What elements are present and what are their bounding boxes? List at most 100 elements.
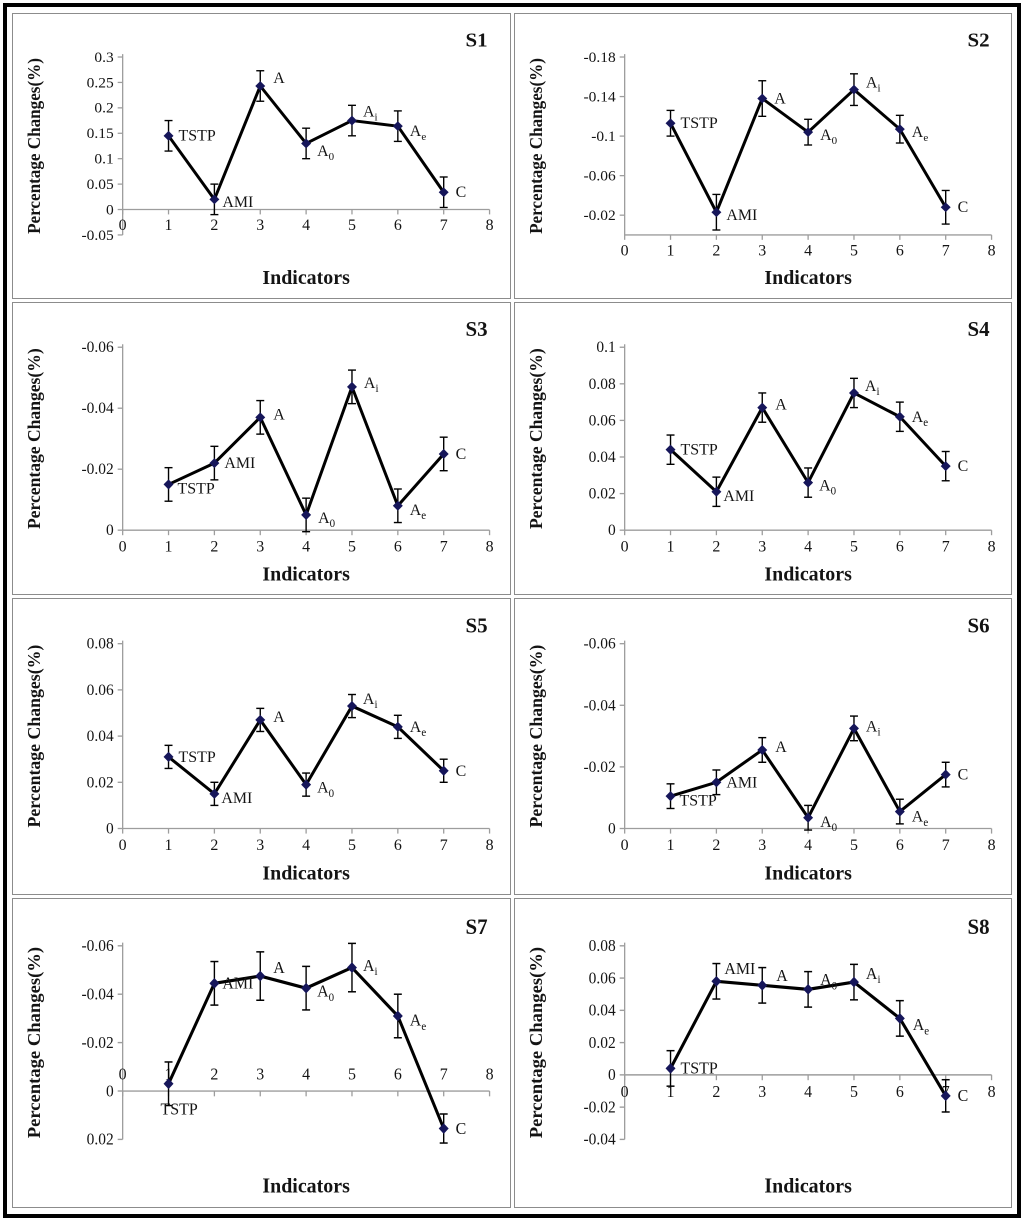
- x-tick-label: 6: [895, 837, 903, 854]
- chart-grid: 0.3 0.25 0.2 0.15 0.1 0.05 0 -0.05 0 1 2 3 4 5 6 7 8 TSTP…: [12, 13, 1012, 1208]
- x-tick-label: 8: [486, 837, 494, 854]
- panel-s3: -0.06 -0.04 -0.02 0 0 1 2 3 4 5 6 7 8 TSTP AMI A A0 Ai Ae C…: [12, 301, 511, 596]
- point-label: A: [273, 70, 285, 87]
- point-label: Ae: [410, 501, 426, 521]
- y-tick-label: 0: [106, 522, 114, 539]
- x-tick-label: 1: [165, 217, 173, 234]
- y-tick-label: 0.08: [588, 375, 615, 392]
- x-tick-label: 3: [758, 243, 766, 260]
- y-tick-label: 0: [607, 820, 615, 837]
- x-tick-label: 7: [941, 538, 949, 555]
- point-label: TSTP: [179, 749, 216, 766]
- point-label: A: [775, 396, 787, 413]
- point-label: C: [957, 199, 968, 216]
- y-tick-label: -0.06: [583, 168, 616, 185]
- axis-title-x: Indicators: [764, 267, 852, 289]
- y-tick-label: 0.1: [596, 339, 615, 356]
- y-tick-label: 0: [607, 522, 615, 539]
- axis-title-x: Indicators: [262, 1175, 349, 1198]
- point-label: AMI: [222, 973, 253, 993]
- point-label: A: [775, 739, 787, 756]
- chart-s5: 0.08 0.06 0.04 0.02 00 1 2 3 4 5 6 7 8 TSTP AMI A A0 Ai Ae…: [24, 613, 494, 884]
- data-point-marker: [756, 979, 767, 991]
- data-point-marker: [163, 478, 174, 489]
- point-label: Ae: [912, 1014, 928, 1037]
- point-label: Ae: [911, 809, 927, 829]
- point-label: A0: [820, 127, 838, 147]
- chart-s2: -0.18 -0.14 -0.1 -0.06 -0.02 0 1 2 3 4 5 6 7 8 TSTP AMI…: [526, 29, 995, 289]
- x-tick-label: 8: [486, 217, 494, 234]
- x-tick-label: 7: [440, 538, 448, 555]
- y-tick-label: -0.04: [583, 697, 615, 714]
- data-point-marker: [255, 714, 266, 726]
- x-tick-label: 3: [758, 538, 766, 555]
- data-point-marker: [438, 1122, 449, 1134]
- data-point-marker: [710, 975, 721, 987]
- point-label: AMI: [723, 487, 754, 504]
- y-tick-label: -0.02: [583, 759, 615, 776]
- x-tick-label: 8: [486, 538, 494, 555]
- x-tick-label: 4: [804, 243, 812, 260]
- x-tick-label: 1: [165, 538, 173, 555]
- y-tick-label: 0.02: [588, 485, 615, 502]
- data-point-marker: [301, 779, 312, 790]
- x-tick-label: 1: [666, 837, 674, 854]
- data-point-marker: [848, 387, 859, 398]
- y-tick-label: 0.02: [87, 774, 114, 791]
- y-tick-label: 0.08: [87, 636, 114, 653]
- point-label: A0: [820, 814, 837, 834]
- point-label: TSTP: [161, 1099, 198, 1119]
- panel-s8: 0.080.060.040.020-0.02-0.04012345678TSTP…: [513, 897, 1012, 1208]
- y-tick-label: 0.15: [87, 125, 114, 142]
- y-tick-label: -0.02: [583, 207, 615, 224]
- x-tick-label: 2: [712, 837, 720, 854]
- panel-s6: -0.06 -0.04 -0.02 0 0 1 2 3 4 5 6 7 8 TSTP AMI A A0 Ai Ae C…: [513, 598, 1012, 895]
- x-tick-label: 1: [165, 837, 173, 854]
- x-tick-label: 8: [987, 837, 995, 854]
- y-tick-label: -0.06: [82, 339, 114, 356]
- x-tick-label: 7: [941, 837, 949, 854]
- x-tick-label: 0: [119, 1063, 127, 1083]
- point-label: Ae: [410, 1010, 426, 1033]
- x-tick-label: 8: [987, 1081, 995, 1101]
- x-tick-label: 2: [210, 217, 218, 234]
- x-tick-label: 0: [119, 538, 127, 555]
- x-tick-label: 0: [119, 837, 127, 854]
- x-tick-label: 4: [302, 1063, 310, 1083]
- axis-title-y: Percentage Changes(%): [24, 645, 44, 828]
- point-label: Ai: [865, 75, 880, 95]
- y-tick-label: 0.25: [87, 74, 114, 91]
- panel-title: S5: [465, 613, 487, 637]
- axis-title-y: Percentage Changes(%): [24, 348, 44, 529]
- point-label: AMI: [726, 207, 757, 224]
- point-label: A0: [317, 981, 334, 1004]
- point-label: TSTP: [680, 115, 717, 132]
- point-label: C: [456, 184, 467, 201]
- y-tick-label: 0: [106, 1082, 114, 1100]
- point-label: AMI: [724, 958, 755, 978]
- x-tick-label: 4: [804, 837, 812, 854]
- figure-frame: 0.3 0.25 0.2 0.15 0.1 0.05 0 -0.05 0 1 2 3 4 5 6 7 8 TSTP…: [3, 3, 1021, 1218]
- x-tick-label: 8: [987, 538, 995, 555]
- chart-s4: 0.1 0.08 0.06 0.04 0.02 00 1 2 3 4 5 6 7 8 TSTP AMI A A0 A…: [525, 317, 995, 585]
- point-label: Ae: [911, 124, 928, 144]
- y-tick-label: -0.05: [82, 227, 115, 244]
- data-point-marker: [163, 130, 174, 141]
- point-label: Ai: [364, 374, 379, 394]
- x-tick-label: 5: [849, 1081, 857, 1101]
- point-label: A0: [820, 969, 837, 992]
- panel-s1: 0.3 0.25 0.2 0.15 0.1 0.05 0 -0.05 0 1 2 3 4 5 6 7 8 TSTP…: [12, 13, 511, 299]
- x-tick-label: 7: [440, 1063, 448, 1083]
- data-point-marker: [163, 751, 174, 762]
- data-point-marker: [209, 788, 220, 799]
- point-label: A: [774, 91, 786, 108]
- point-label: A: [776, 965, 788, 985]
- y-tick-label: 0.2: [94, 100, 113, 117]
- point-label: C: [957, 767, 968, 784]
- x-tick-label: 5: [348, 538, 356, 555]
- x-tick-label: 2: [712, 538, 720, 555]
- data-point-marker: [209, 977, 220, 989]
- x-tick-label: 1: [666, 538, 674, 555]
- data-point-marker: [346, 115, 357, 126]
- x-tick-label: 7: [941, 243, 949, 260]
